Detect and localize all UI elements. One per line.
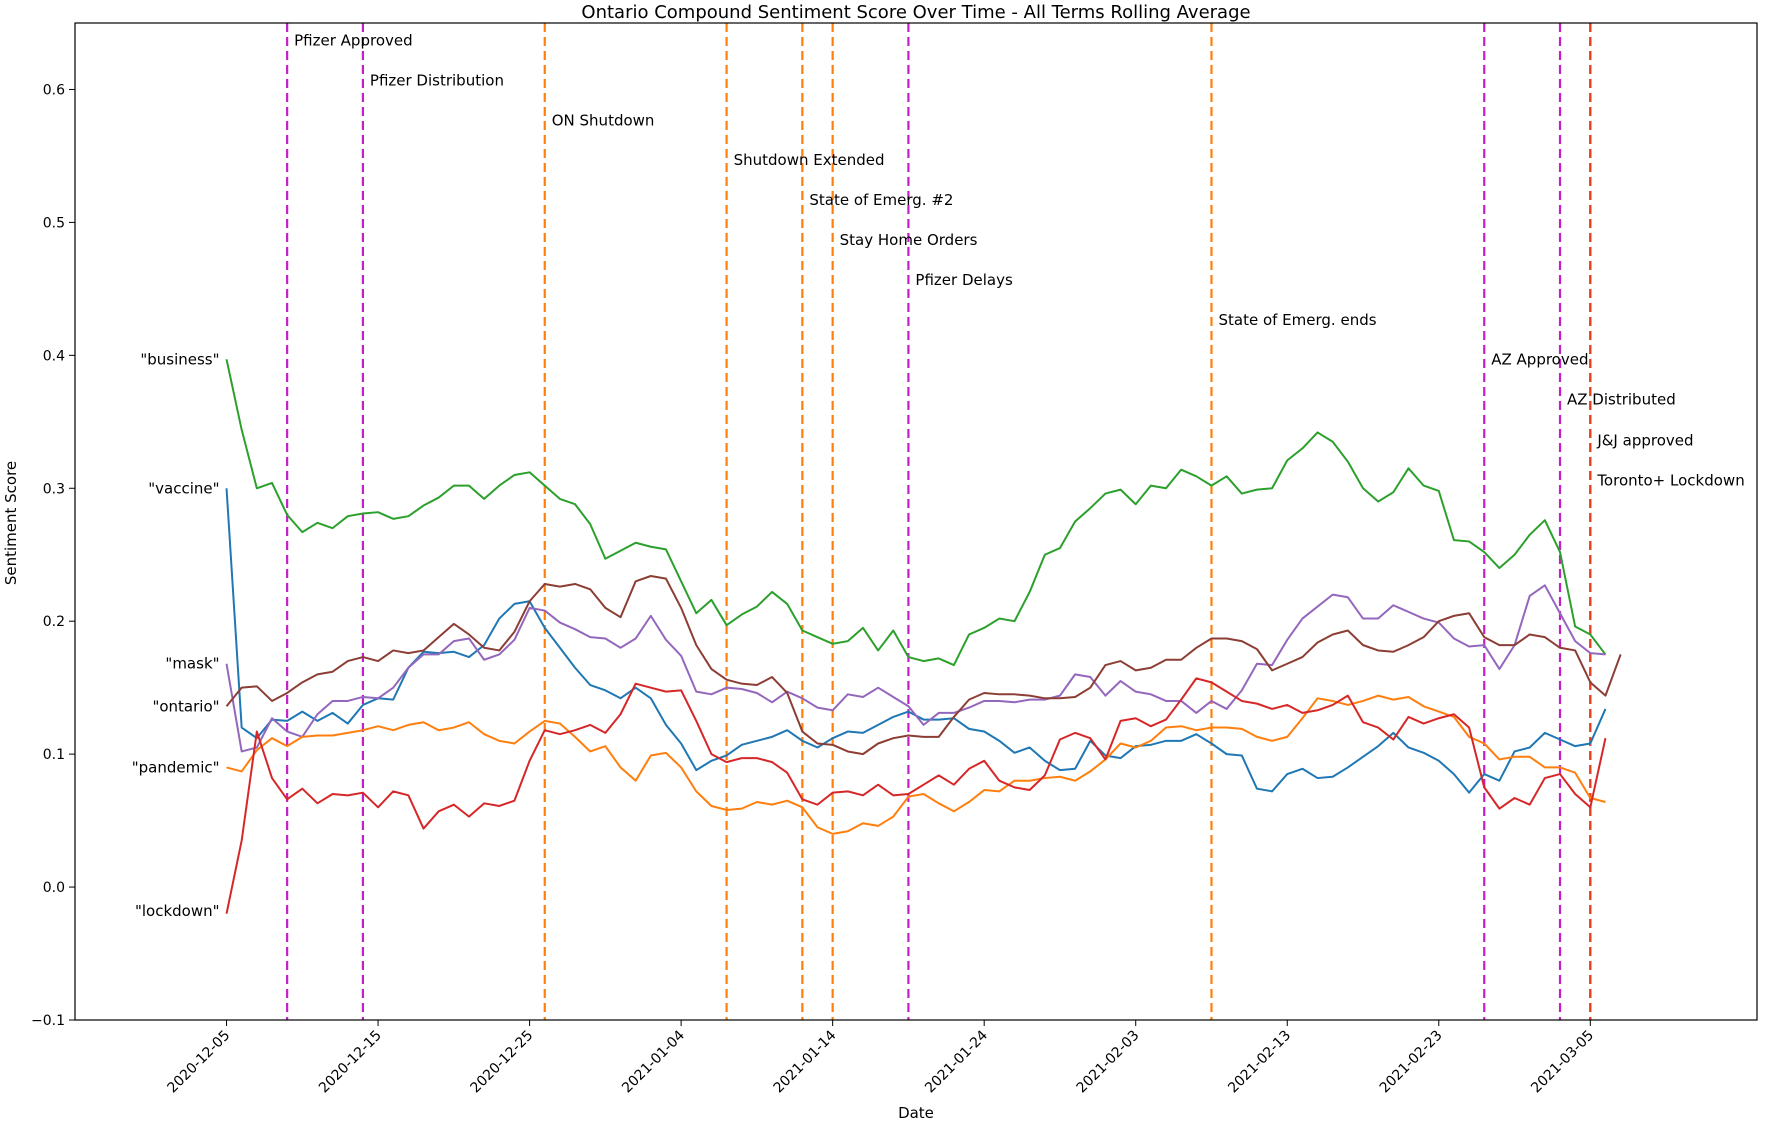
x-tick-label: 2021-02-13: [1225, 1028, 1294, 1097]
event-label: State of Emerg. #2: [809, 191, 953, 209]
x-tick-label: 2021-02-03: [1074, 1028, 1143, 1097]
event-label: Pfizer Delays: [915, 271, 1013, 289]
event-label: Stay Home Orders: [840, 231, 978, 249]
event-label: Toronto+ Lockdown: [1596, 472, 1744, 490]
series-line: [225, 575, 1622, 756]
x-tick-label: 2021-01-04: [619, 1027, 688, 1096]
x-tick-label: 2020-12-05: [165, 1028, 234, 1097]
y-tick-label: 0.5: [43, 215, 65, 231]
y-tick-label: 0.1: [43, 747, 65, 763]
event-label: Shutdown Extended: [734, 151, 885, 169]
chart-title: Ontario Compound Sentiment Score Over Ti…: [581, 2, 1250, 23]
series-line: [225, 488, 1607, 794]
event-label: J&J approved: [1596, 432, 1693, 450]
plot-area: Pfizer Approved Pfizer Distribution ON Shu…: [132, 23, 1745, 1020]
series-label: "lockdown": [135, 902, 220, 920]
series-label: "business": [140, 350, 219, 368]
x-axis-label: Date: [898, 1104, 934, 1122]
x-tick-label: 2021-02-23: [1377, 1028, 1446, 1097]
event-label: State of Emerg. ends: [1218, 311, 1376, 329]
x-tick-label: 2021-03-05: [1528, 1028, 1597, 1097]
y-axis-label: Sentiment Score: [2, 461, 20, 585]
series-label: "pandemic": [132, 758, 220, 776]
y-tick-label: 0.6: [43, 82, 65, 98]
series-label: "ontario": [152, 697, 219, 715]
series-line: [226, 694, 1606, 835]
y-tick-label: 0.4: [43, 348, 65, 364]
series-line: [225, 359, 1607, 667]
event-label: Pfizer Approved: [294, 32, 412, 50]
series-line: [225, 584, 1606, 753]
series-label: "vaccine": [148, 479, 219, 497]
x-tick-label: 2021-01-14: [771, 1027, 840, 1096]
event-label: AZ Approved: [1491, 351, 1588, 369]
y-tick-label: 0.2: [43, 614, 65, 630]
y-tick-label: 0.3: [43, 481, 65, 497]
series-label: "mask": [165, 655, 219, 673]
x-tick-label: 2021-01-24: [922, 1027, 991, 1096]
event-label: ON Shutdown: [552, 111, 655, 129]
y-tick-label: 0.0: [43, 880, 65, 896]
event-label: Pfizer Distribution: [370, 71, 504, 89]
x-tick-label: 2020-12-25: [468, 1028, 537, 1097]
y-tick-label: −0.1: [31, 1013, 65, 1029]
event-label: AZ Distributed: [1567, 391, 1676, 409]
series-line: [225, 677, 1607, 914]
axes-frame: [74, 22, 1758, 1021]
x-tick-label: 2020-12-15: [316, 1028, 385, 1097]
